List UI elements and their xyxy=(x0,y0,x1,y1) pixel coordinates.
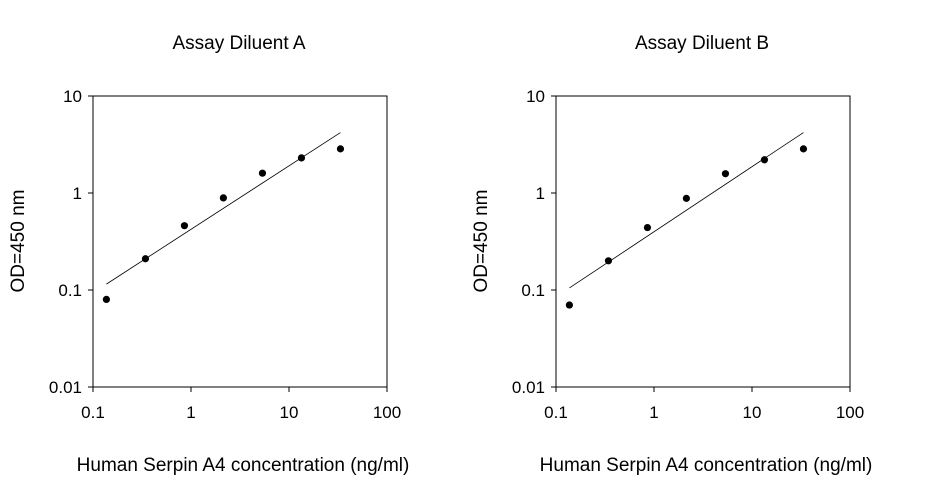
x-tick-label: 10 xyxy=(743,403,762,422)
x-axis-ticks: 0.1 1 10 100 xyxy=(81,387,401,422)
x-tick-label: 100 xyxy=(373,403,401,422)
data-point xyxy=(760,156,769,164)
data-point xyxy=(643,223,652,232)
data-point xyxy=(799,145,808,153)
chart-title: Assay Diluent A xyxy=(172,33,305,54)
data-point xyxy=(102,295,110,304)
data-point xyxy=(297,154,306,162)
y-tick-label: 1 xyxy=(73,184,82,203)
y-tick-label: 0.01 xyxy=(49,378,82,397)
data-point xyxy=(258,169,267,177)
x-tick-label: 0.1 xyxy=(544,403,568,422)
chart-panel-b: Assay Diluent B 0.01 0.1 1 10 0.1 1 10 100 OD=… xyxy=(471,33,872,476)
chart-panel-a: Assay Diluent A 0.01 0.1 1 10 0.1 1 10 100 OD=… xyxy=(8,33,409,476)
chart-title: Assay Diluent B xyxy=(635,33,769,54)
y-axis-label: OD=450 nm xyxy=(8,190,29,293)
y-tick-label: 1 xyxy=(536,184,545,203)
plot-area-frame xyxy=(555,95,851,388)
data-points xyxy=(102,145,345,304)
x-tick-label: 0.1 xyxy=(81,403,105,422)
y-tick-label: 10 xyxy=(526,87,545,106)
data-point xyxy=(180,222,189,230)
data-point xyxy=(336,145,345,153)
plot-area-frame xyxy=(92,95,388,388)
x-axis-label: Human Serpin A4 concentration (ng/ml) xyxy=(540,455,873,476)
x-tick-label: 10 xyxy=(280,403,299,422)
data-points xyxy=(565,145,808,309)
y-axis-ticks: 0.01 0.1 1 10 xyxy=(49,87,93,397)
data-point xyxy=(721,170,730,178)
y-tick-label: 0.01 xyxy=(512,378,545,397)
data-point xyxy=(219,194,227,202)
x-tick-label: 100 xyxy=(836,403,864,422)
data-point xyxy=(141,255,150,263)
trend-line xyxy=(569,132,804,289)
y-tick-label: 10 xyxy=(63,87,82,106)
data-point xyxy=(565,301,573,309)
x-axis-label: Human Serpin A4 concentration (ng/ml) xyxy=(77,455,410,476)
y-axis-label: OD=450 nm xyxy=(471,190,492,293)
y-tick-label: 0.1 xyxy=(521,281,545,300)
y-tick-label: 0.1 xyxy=(58,281,82,300)
x-tick-label: 1 xyxy=(649,403,658,422)
x-tick-label: 1 xyxy=(186,403,195,422)
x-axis-ticks: 0.1 1 10 100 xyxy=(544,387,864,422)
data-point xyxy=(682,194,690,202)
data-point xyxy=(604,257,613,265)
y-axis-ticks: 0.01 0.1 1 10 xyxy=(512,87,556,397)
trend-line xyxy=(106,132,341,285)
